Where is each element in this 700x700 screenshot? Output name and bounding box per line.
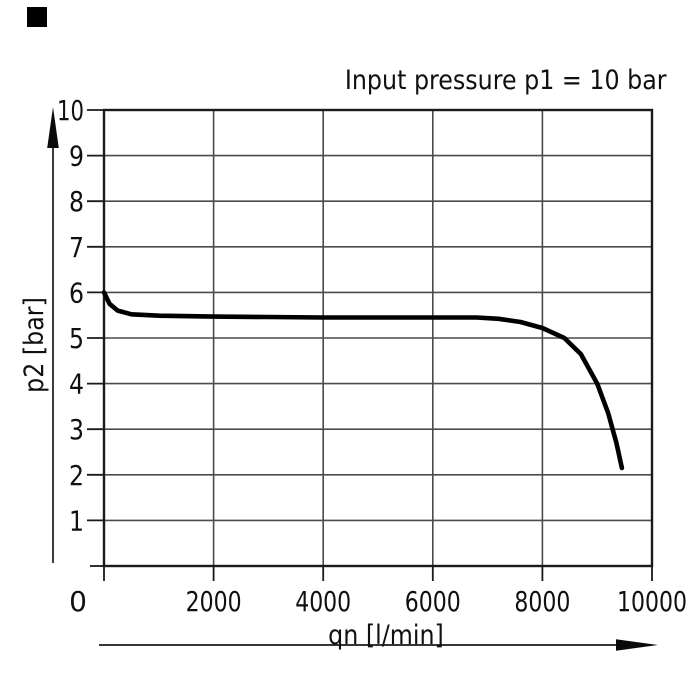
- corner-marker: [27, 7, 47, 27]
- x-tick-label: 6000: [405, 585, 461, 618]
- pressure-curve: [101, 290, 625, 471]
- x-axis-arrowhead-icon: [616, 639, 658, 651]
- y-tick-label: 6: [69, 276, 84, 309]
- y-axis-arrowhead-icon: [47, 107, 59, 148]
- y-tick-label: 10: [57, 94, 84, 127]
- y-tick-label: 7: [69, 231, 84, 264]
- y-tick-label: 1: [69, 504, 84, 537]
- y-tick-label: 4: [69, 368, 84, 401]
- chart-title: Input pressure p1 = 10 bar: [345, 65, 667, 96]
- y-axis-label: p2 [bar]: [19, 297, 50, 393]
- y-tick-label: 9: [69, 140, 84, 173]
- x-tick-label: 2000: [186, 585, 242, 618]
- y-tick-label: 3: [69, 413, 84, 446]
- y-tick-label: 2: [69, 459, 84, 492]
- x-tick-label: 10000: [617, 585, 687, 618]
- x-tick-label: 4000: [295, 585, 351, 618]
- y-tick-label: 5: [69, 322, 84, 355]
- x-axis-label: qn [l/min]: [328, 620, 444, 651]
- x-tick-label: 0: [69, 585, 87, 618]
- x-tick-label: 8000: [514, 585, 570, 618]
- y-tick-label: 8: [69, 185, 84, 218]
